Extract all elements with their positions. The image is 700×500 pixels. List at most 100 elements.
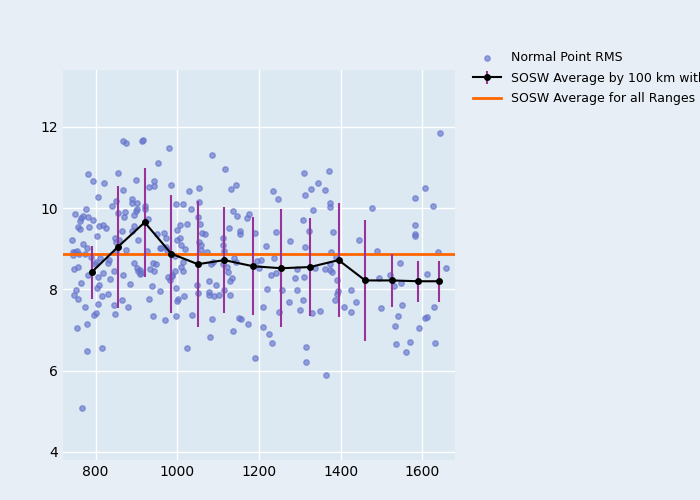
Normal Point RMS <box>145 264 156 272</box>
Normal Point RMS <box>161 246 172 254</box>
Normal Point RMS <box>80 204 92 212</box>
Normal Point RMS <box>191 280 202 288</box>
Normal Point RMS <box>169 252 181 260</box>
Normal Point RMS <box>72 262 83 270</box>
Normal Point RMS <box>209 292 220 300</box>
Normal Point RMS <box>108 268 119 276</box>
Normal Point RMS <box>231 182 242 190</box>
Normal Point RMS <box>244 210 255 218</box>
Normal Point RMS <box>203 292 214 300</box>
Normal Point RMS <box>225 185 237 193</box>
Normal Point RMS <box>177 267 188 275</box>
Normal Point RMS <box>146 282 158 290</box>
Normal Point RMS <box>350 298 361 306</box>
Normal Point RMS <box>141 247 153 255</box>
Normal Point RMS <box>273 308 284 316</box>
Normal Point RMS <box>192 212 203 220</box>
Normal Point RMS <box>119 208 130 216</box>
Normal Point RMS <box>183 187 194 195</box>
Normal Point RMS <box>117 228 128 235</box>
Normal Point RMS <box>132 264 143 272</box>
Normal Point RMS <box>270 228 281 235</box>
Normal Point RMS <box>167 271 178 279</box>
Normal Point RMS <box>92 284 103 292</box>
Normal Point RMS <box>217 242 228 250</box>
Normal Point RMS <box>66 236 77 244</box>
Normal Point RMS <box>420 314 431 322</box>
Normal Point RMS <box>132 198 143 206</box>
Normal Point RMS <box>69 264 80 272</box>
Normal Point RMS <box>69 248 80 256</box>
Normal Point RMS <box>366 204 377 212</box>
Normal Point RMS <box>409 194 420 202</box>
Normal Point RMS <box>300 243 311 251</box>
Normal Point RMS <box>117 270 128 278</box>
Normal Point RMS <box>394 258 405 266</box>
Normal Point RMS <box>217 260 228 268</box>
Normal Point RMS <box>203 288 214 296</box>
Normal Point RMS <box>284 298 295 306</box>
Normal Point RMS <box>251 258 262 266</box>
Normal Point RMS <box>299 169 310 177</box>
Normal Point RMS <box>325 248 336 256</box>
Normal Point RMS <box>74 250 85 258</box>
Normal Point RMS <box>307 206 318 214</box>
Normal Point RMS <box>395 279 407 287</box>
Normal Point RMS <box>92 300 104 308</box>
Normal Point RMS <box>92 232 103 240</box>
Normal Point RMS <box>92 193 104 201</box>
Normal Point RMS <box>223 268 234 276</box>
Normal Point RMS <box>81 244 92 252</box>
Normal Point RMS <box>75 225 86 233</box>
Normal Point RMS <box>81 348 92 356</box>
Normal Point RMS <box>269 254 280 262</box>
Normal Point RMS <box>147 312 158 320</box>
Normal Point RMS <box>83 213 94 221</box>
Normal Point RMS <box>276 286 288 294</box>
Normal Point RMS <box>159 229 170 237</box>
Normal Point RMS <box>262 285 273 293</box>
Normal Point RMS <box>101 224 112 232</box>
Normal Point RMS <box>176 264 187 272</box>
Normal Point RMS <box>320 264 331 272</box>
Normal Point RMS <box>345 286 356 294</box>
Normal Point RMS <box>179 292 190 300</box>
Normal Point RMS <box>104 256 115 264</box>
Normal Point RMS <box>140 205 151 213</box>
Normal Point RMS <box>223 224 235 232</box>
Normal Point RMS <box>325 204 336 212</box>
Normal Point RMS <box>253 264 264 272</box>
Normal Point RMS <box>78 212 89 220</box>
Normal Point RMS <box>170 312 181 320</box>
Normal Point RMS <box>331 276 342 284</box>
Normal Point RMS <box>284 238 295 246</box>
Normal Point RMS <box>178 258 189 266</box>
Normal Point RMS <box>160 234 172 242</box>
Normal Point RMS <box>128 258 139 266</box>
Normal Point RMS <box>390 340 401 347</box>
Normal Point RMS <box>126 194 137 202</box>
Normal Point RMS <box>435 130 446 138</box>
Normal Point RMS <box>178 200 189 208</box>
Normal Point RMS <box>307 310 318 318</box>
Normal Point RMS <box>78 240 89 248</box>
Normal Point RMS <box>227 274 238 282</box>
Normal Point RMS <box>136 269 147 277</box>
Normal Point RMS <box>126 226 137 234</box>
Normal Point RMS <box>232 212 243 220</box>
Normal Point RMS <box>128 222 139 230</box>
Normal Point RMS <box>113 170 124 177</box>
Normal Point RMS <box>373 274 384 281</box>
Normal Point RMS <box>257 324 268 332</box>
Normal Point RMS <box>102 259 113 267</box>
Normal Point RMS <box>228 208 239 216</box>
Normal Point RMS <box>291 265 302 273</box>
Legend: Normal Point RMS, SOSW Average by 100 km with STD, SOSW Average for all Ranges: Normal Point RMS, SOSW Average by 100 km… <box>468 46 700 110</box>
Normal Point RMS <box>228 328 239 336</box>
Normal Point RMS <box>148 178 160 186</box>
Normal Point RMS <box>175 241 186 249</box>
Normal Point RMS <box>206 314 218 322</box>
Normal Point RMS <box>292 286 303 294</box>
Normal Point RMS <box>353 236 364 244</box>
Normal Point RMS <box>150 260 162 268</box>
